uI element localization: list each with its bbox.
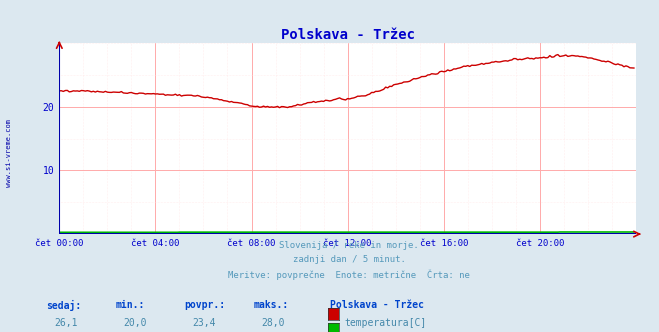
Title: Polskava - Tržec: Polskava - Tržec (281, 28, 415, 42)
Text: povpr.:: povpr.: (185, 300, 225, 310)
Text: www.si-vreme.com: www.si-vreme.com (5, 119, 12, 187)
Text: 20,0: 20,0 (123, 318, 147, 328)
Text: maks.:: maks.: (254, 300, 289, 310)
Text: 28,0: 28,0 (262, 318, 285, 328)
Text: zadnji dan / 5 minut.: zadnji dan / 5 minut. (293, 255, 406, 264)
Text: Slovenija / reke in morje.: Slovenija / reke in morje. (279, 241, 419, 250)
Text: min.:: min.: (115, 300, 145, 310)
Text: 23,4: 23,4 (192, 318, 216, 328)
Text: sedaj:: sedaj: (46, 300, 81, 311)
Text: Polskava - Tržec: Polskava - Tržec (330, 300, 424, 310)
Text: Meritve: povprečne  Enote: metrične  Črta: ne: Meritve: povprečne Enote: metrične Črta:… (228, 269, 471, 280)
Text: temperatura[C]: temperatura[C] (344, 318, 426, 328)
Text: 26,1: 26,1 (54, 318, 78, 328)
